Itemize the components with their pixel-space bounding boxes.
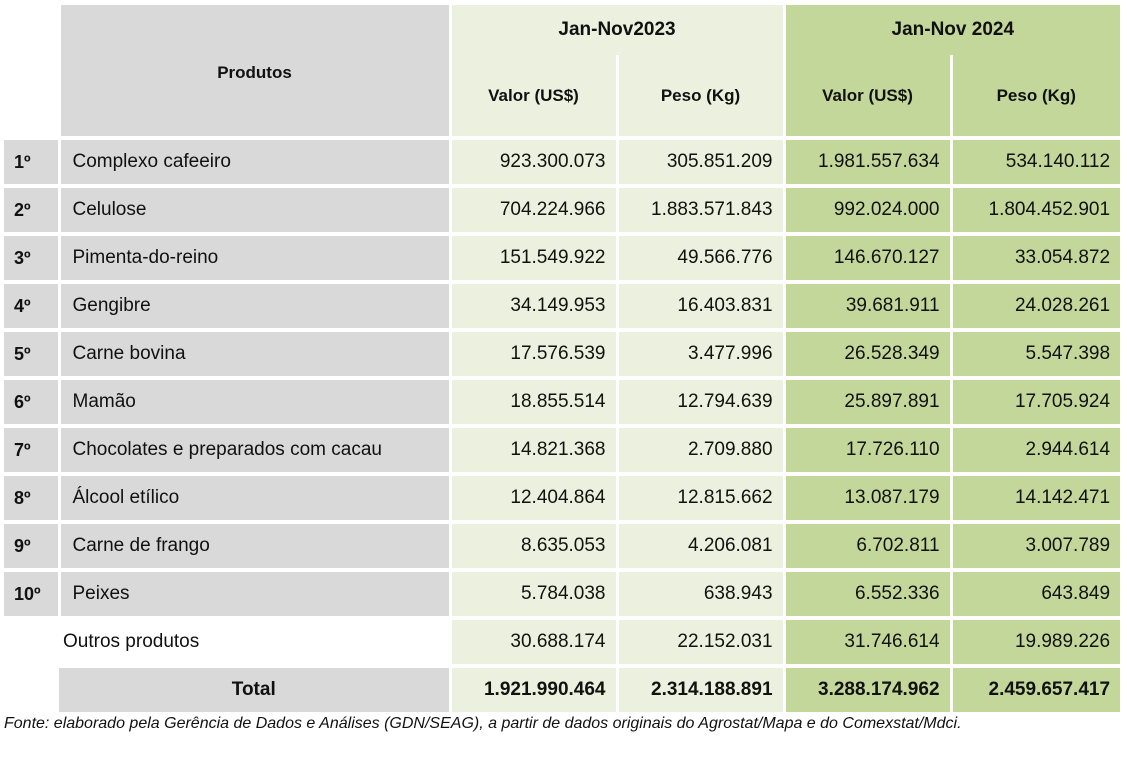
product-cell: Celulose (57, 184, 450, 234)
peso-2023-cell: 12.794.639 (615, 376, 785, 426)
peso-2024-cell: 534.140.112 (949, 136, 1121, 186)
peso-2023-cell: 22.152.031 (615, 616, 785, 666)
peso-2023-cell: 4.206.081 (615, 520, 785, 570)
rank-cell-blank (4, 664, 59, 712)
peso-2023-cell: 3.477.996 (615, 328, 785, 378)
peso-2024-cell: 33.054.872 (949, 232, 1121, 282)
total-valor-2024: 3.288.174.962 (782, 664, 952, 712)
peso-2024-cell: 24.028.261 (949, 280, 1121, 330)
rank-cell: 3º (4, 232, 59, 282)
table-row: 1º Complexo cafeeiro 923.300.073 305.851.20… (4, 136, 1121, 186)
peso-2024-cell: 3.007.789 (949, 520, 1121, 570)
table-row: 5º Carne bovina 17.576.539 3.477.996 26.528.… (4, 328, 1121, 378)
table-row: 2º Celulose 704.224.966 1.883.571.843 992.02… (4, 184, 1121, 234)
valor-2024-cell: 992.024.000 (782, 184, 952, 234)
others-row: Outros produtos 30.688.174 22.152.031 31.74… (4, 616, 1121, 666)
corner-blank-2 (4, 55, 59, 138)
valor-2023-cell: 5.784.038 (448, 568, 617, 618)
product-cell: Complexo cafeeiro (57, 136, 450, 186)
table-row: 10º Peixes 5.784.038 638.943 6.552.336 643.84… (4, 568, 1121, 618)
valor-2023-cell: 151.549.922 (448, 232, 617, 282)
valor-2023-cell: 12.404.864 (448, 472, 617, 522)
valor-2024-cell: 31.746.614 (782, 616, 952, 666)
valor-2023-cell: 17.576.539 (448, 328, 617, 378)
table-row: 7º Chocolates e preparados com cacau 14.82… (4, 424, 1121, 474)
corner-blank (4, 5, 59, 55)
valor-2024-cell: 26.528.349 (782, 328, 952, 378)
peso-2023-cell: 16.403.831 (615, 280, 785, 330)
peso-2024-cell: 1.804.452.901 (949, 184, 1121, 234)
table-body: 1º Complexo cafeeiro 923.300.073 305.851.20… (4, 136, 1121, 712)
valor-2024-cell: 6.702.811 (782, 520, 952, 570)
rank-cell: 9º (4, 520, 59, 570)
valor-2023-header: Valor (US$) (448, 55, 617, 138)
rank-cell: 8º (4, 472, 59, 522)
valor-2024-cell: 146.670.127 (782, 232, 952, 282)
total-peso-2024: 2.459.657.417 (949, 664, 1121, 712)
peso-2023-header: Peso (Kg) (615, 55, 785, 138)
peso-2024-header: Peso (Kg) (949, 55, 1121, 138)
product-cell: Pimenta-do-reino (57, 232, 450, 282)
table-row: 3º Pimenta-do-reino 151.549.922 49.566.776 1… (4, 232, 1121, 282)
rank-cell: 4º (4, 280, 59, 330)
product-cell: Gengibre (57, 280, 450, 330)
total-valor-2023: 1.921.990.464 (448, 664, 617, 712)
products-header: Produtos (57, 5, 450, 138)
total-row: Total 1.921.990.464 2.314.188.891 3.288.174… (4, 664, 1121, 712)
peso-2024-cell: 14.142.471 (949, 472, 1121, 522)
product-cell: Carne de frango (57, 520, 450, 570)
product-cell: Mamão (57, 376, 450, 426)
rank-cell: 7º (4, 424, 59, 474)
table-row: 9º Carne de frango 8.635.053 4.206.081 6.702… (4, 520, 1121, 570)
valor-2023-cell: 14.821.368 (448, 424, 617, 474)
valor-2024-cell: 39.681.911 (782, 280, 952, 330)
valor-2024-cell: 13.087.179 (782, 472, 952, 522)
period-2024-header: Jan-Nov 2024 (782, 5, 1121, 55)
peso-2024-cell: 2.944.614 (949, 424, 1121, 474)
product-cell: Chocolates e preparados com cacau (57, 424, 450, 474)
rank-cell-blank (4, 616, 59, 666)
export-products-table: Produtos Jan-Nov2023 Jan-Nov 2024 Valor … (4, 5, 1121, 712)
product-cell: Peixes (57, 568, 450, 618)
peso-2024-cell: 5.547.398 (949, 328, 1121, 378)
period-2023-header: Jan-Nov2023 (448, 5, 785, 55)
valor-2023-cell: 704.224.966 (448, 184, 617, 234)
table-row: 6º Mamão 18.855.514 12.794.639 25.897.891 17.… (4, 376, 1121, 426)
peso-2024-cell: 17.705.924 (949, 376, 1121, 426)
rank-cell: 1º (4, 136, 59, 186)
peso-2024-cell: 643.849 (949, 568, 1121, 618)
rank-cell: 6º (4, 376, 59, 426)
valor-2024-cell: 1.981.557.634 (782, 136, 952, 186)
valor-2023-cell: 18.855.514 (448, 376, 617, 426)
peso-2023-cell: 2.709.880 (615, 424, 785, 474)
peso-2023-cell: 305.851.209 (615, 136, 785, 186)
table-row: 8º Álcool etílico 12.404.864 12.815.662 13.0… (4, 472, 1121, 522)
valor-2024-cell: 17.726.110 (782, 424, 952, 474)
valor-2024-cell: 25.897.891 (782, 376, 952, 426)
product-cell: Álcool etílico (57, 472, 450, 522)
valor-2023-cell: 8.635.053 (448, 520, 617, 570)
product-cell: Carne bovina (57, 328, 450, 378)
product-cell: Outros produtos (59, 616, 450, 666)
valor-2024-cell: 6.552.336 (782, 568, 952, 618)
peso-2024-cell: 19.989.226 (949, 616, 1121, 666)
total-label: Total (59, 664, 450, 712)
valor-2023-cell: 923.300.073 (448, 136, 617, 186)
rank-cell: 10º (4, 568, 59, 618)
valor-2023-cell: 30.688.174 (448, 616, 617, 666)
total-peso-2023: 2.314.188.891 (615, 664, 785, 712)
peso-2023-cell: 12.815.662 (615, 472, 785, 522)
table-row: 4º Gengibre 34.149.953 16.403.831 39.681.911… (4, 280, 1121, 330)
valor-2023-cell: 34.149.953 (448, 280, 617, 330)
rank-cell: 2º (4, 184, 59, 234)
peso-2023-cell: 1.883.571.843 (615, 184, 785, 234)
peso-2023-cell: 49.566.776 (615, 232, 785, 282)
peso-2023-cell: 638.943 (615, 568, 785, 618)
rank-cell: 5º (4, 328, 59, 378)
valor-2024-header: Valor (US$) (782, 55, 952, 138)
source-note: Fonte: elaborado pela Gerência de Dados … (4, 715, 962, 732)
